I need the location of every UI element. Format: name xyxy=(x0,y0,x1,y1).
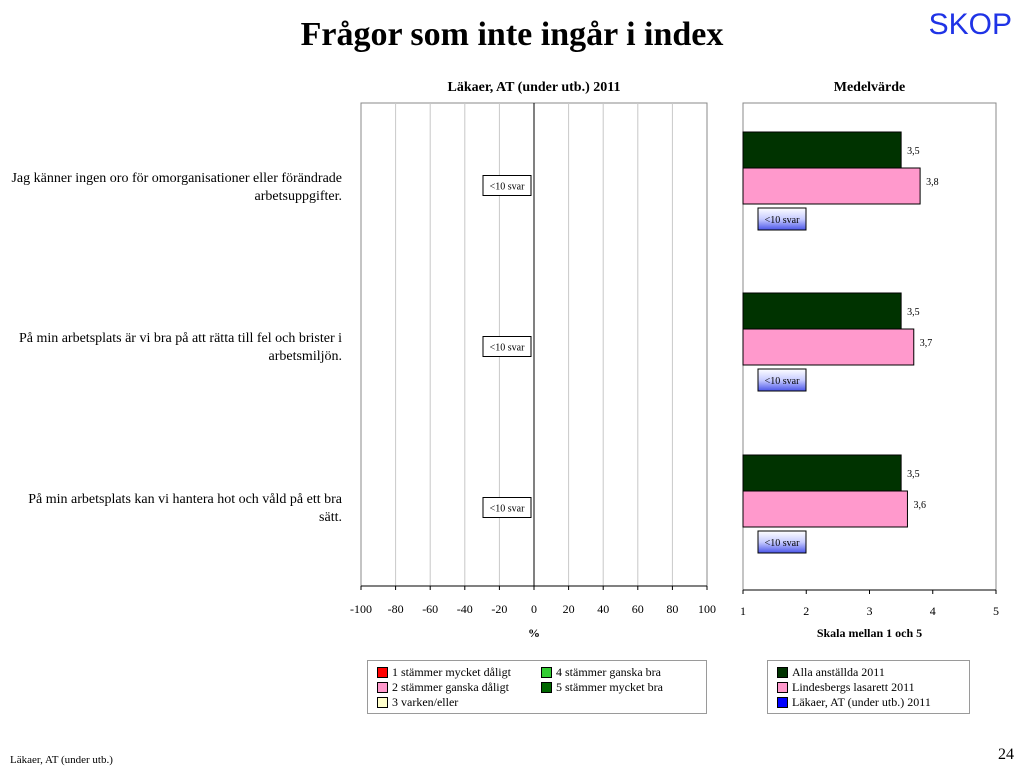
footer-label: Läkaer, AT (under utb.) xyxy=(10,754,113,766)
legend-label: 4 stämmer ganska bra xyxy=(556,665,661,679)
left-low-response-label: <10 svar xyxy=(490,504,525,515)
left-x-tick-label: -20 xyxy=(491,602,507,616)
legend-label: Läkaer, AT (under utb.) 2011 xyxy=(792,695,931,709)
question-label-1: Jag känner ingen oro för omorganisatione… xyxy=(11,171,342,204)
left-chart-title: Läkaer, AT (under utb.) 2011 xyxy=(448,80,621,95)
legend-label: 5 stämmer mycket bra xyxy=(556,680,663,694)
legend-label: Alla anställda 2011 xyxy=(792,665,885,679)
mean-low-response-label: <10 svar xyxy=(765,376,800,387)
legend-label: 3 varken/eller xyxy=(392,695,459,709)
mean-bar xyxy=(742,167,921,205)
page-title: Frågor som inte ingår i index xyxy=(300,16,724,53)
response-legend: 1 stämmer mycket dåligt 2 stämmer ganska… xyxy=(367,660,707,714)
left-x-tick-label: 20 xyxy=(563,602,575,616)
mean-bar xyxy=(742,490,908,528)
right-x-tick-label: 1 xyxy=(740,604,746,618)
left-x-tick-label: 60 xyxy=(632,602,644,616)
mean-value-label: 3,8 xyxy=(926,177,939,188)
right-x-tick-label: 3 xyxy=(867,604,873,618)
left-x-tick-label: 40 xyxy=(597,602,609,616)
legend-label: 2 stämmer ganska dåligt xyxy=(392,680,509,694)
mean-value-label: 3,7 xyxy=(920,338,933,349)
legend-swatch xyxy=(541,682,552,693)
right-x-axis-label: Skala mellan 1 och 5 xyxy=(817,626,922,640)
left-x-tick-label: -60 xyxy=(422,602,438,616)
skop-logo: SKOP xyxy=(928,8,1012,41)
mean-bar xyxy=(742,292,902,330)
legend-swatch xyxy=(777,697,788,708)
left-x-axis-label: % xyxy=(528,626,540,640)
series-legend: Alla anställda 2011 Lindesbergs lasarett… xyxy=(767,660,970,714)
legend-label: Lindesbergs lasarett 2011 xyxy=(792,680,915,694)
left-low-response-label: <10 svar xyxy=(490,343,525,354)
legend-label: 1 stämmer mycket dåligt xyxy=(392,665,511,679)
question-label-2: På min arbetsplats är vi bra på att rätt… xyxy=(18,331,342,364)
mean-low-response-label: <10 svar xyxy=(765,538,800,549)
legend-swatch xyxy=(377,667,388,678)
left-low-response-box xyxy=(482,497,532,518)
mean-value-label: 3,6 xyxy=(913,500,926,511)
legend-swatch xyxy=(377,697,388,708)
right-x-tick-label: 5 xyxy=(993,604,999,618)
page-number: 24 xyxy=(998,746,1014,763)
left-x-tick-label: -40 xyxy=(457,602,473,616)
question-label-3: På min arbetsplats kan vi hantera hot oc… xyxy=(28,492,342,525)
left-x-tick-label: 100 xyxy=(698,602,716,616)
right-x-tick-label: 2 xyxy=(803,604,809,618)
left-low-response-box xyxy=(482,175,532,196)
left-x-tick-label: 0 xyxy=(531,602,537,616)
left-x-tick-label: -80 xyxy=(388,602,404,616)
right-chart-title: Medelvärde xyxy=(834,80,906,95)
mean-low-response-label: <10 svar xyxy=(765,215,800,226)
mean-low-response-box xyxy=(757,368,807,392)
legend-swatch xyxy=(777,667,788,678)
legend-swatch xyxy=(777,682,788,693)
right-x-tick-label: 4 xyxy=(930,604,936,618)
left-x-tick-label: 80 xyxy=(666,602,678,616)
mean-low-response-box xyxy=(757,207,807,231)
legend-swatch xyxy=(541,667,552,678)
mean-value-label: 3,5 xyxy=(907,307,920,318)
mean-bar xyxy=(742,328,915,366)
legend-swatch xyxy=(377,682,388,693)
left-low-response-label: <10 svar xyxy=(490,182,525,193)
mean-bar xyxy=(742,131,902,169)
mean-value-label: 3,5 xyxy=(907,469,920,480)
mean-bar xyxy=(742,454,902,492)
charts: Läkaer, AT (under utb.) 2011 -100 -80 -60 -4… xyxy=(350,80,999,640)
left-x-tick-label: -100 xyxy=(350,602,372,616)
mean-value-label: 3,5 xyxy=(907,146,920,157)
left-low-response-box xyxy=(482,336,532,357)
mean-low-response-box xyxy=(757,530,807,554)
